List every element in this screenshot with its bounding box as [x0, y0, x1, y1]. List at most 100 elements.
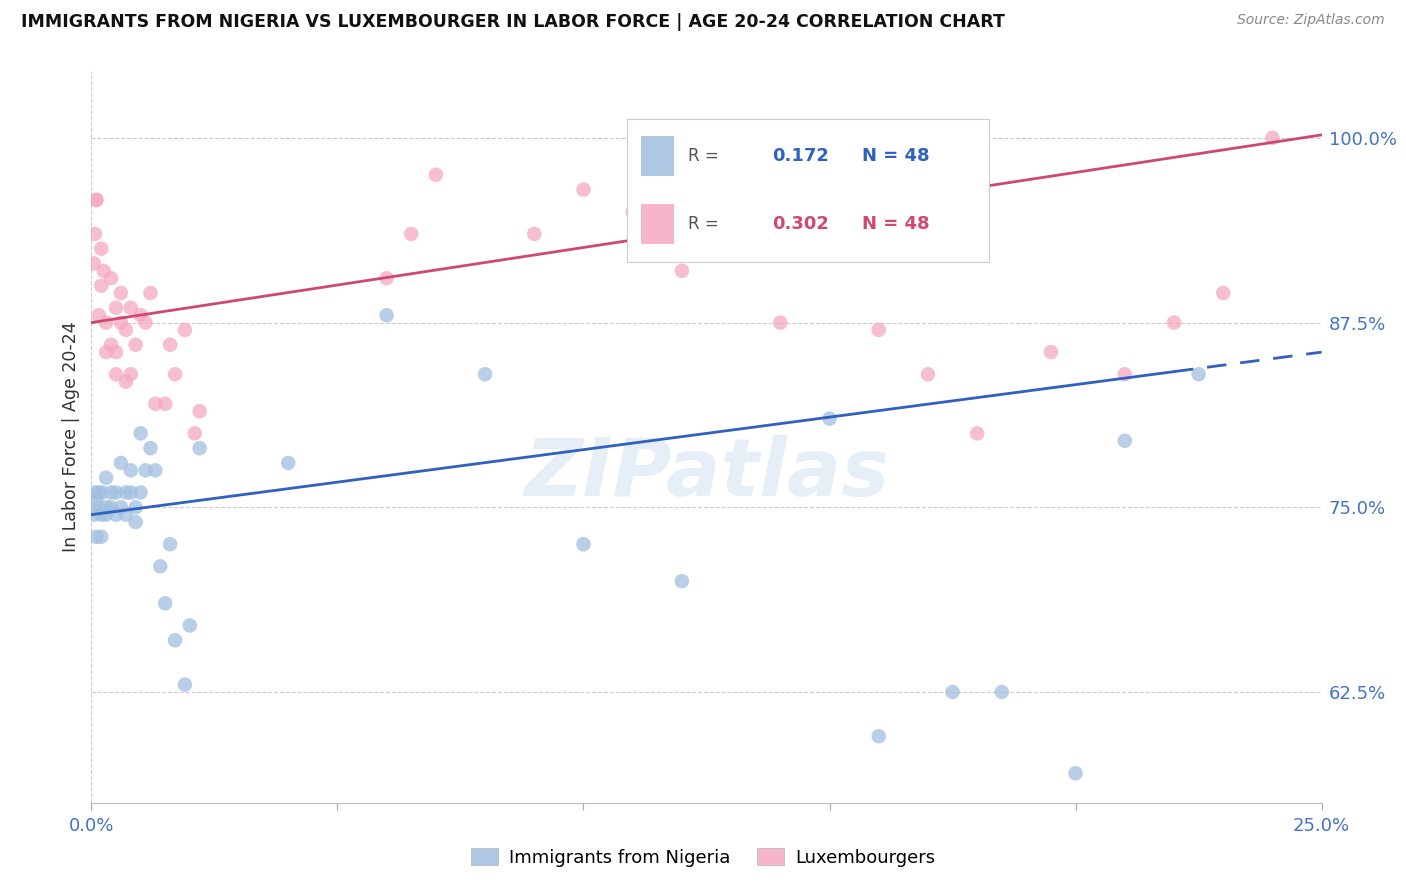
Point — [90, 278, 112, 293]
Point — [163, 633, 186, 648]
Point — [83, 485, 105, 500]
Point — [399, 227, 422, 241]
Point — [114, 508, 138, 522]
Point — [96, 316, 117, 330]
Point — [1064, 766, 1087, 780]
Point — [129, 308, 152, 322]
Point — [114, 323, 138, 337]
Point — [105, 368, 127, 382]
Point — [100, 337, 122, 351]
Text: ZIPatlas: ZIPatlas — [524, 434, 889, 513]
Point — [96, 471, 117, 485]
Point — [277, 456, 299, 470]
Point — [159, 537, 181, 551]
Point — [100, 485, 122, 500]
Point — [86, 193, 108, 207]
Point — [671, 264, 693, 278]
Point — [153, 596, 177, 610]
Point — [83, 227, 105, 241]
Text: IMMIGRANTS FROM NIGERIA VS LUXEMBOURGER IN LABOR FORCE | AGE 20-24 CORRELATION C: IMMIGRANTS FROM NIGERIA VS LUXEMBOURGER … — [21, 13, 1005, 31]
Point — [105, 301, 127, 315]
Point — [87, 500, 110, 515]
Point — [90, 530, 112, 544]
Point — [179, 618, 201, 632]
Point — [135, 463, 156, 477]
Point — [120, 301, 142, 315]
Point — [139, 441, 162, 455]
Point — [129, 485, 152, 500]
Point — [375, 271, 398, 285]
Point — [90, 242, 112, 256]
Point — [523, 227, 546, 241]
Point — [868, 729, 890, 743]
Point — [83, 508, 105, 522]
Point — [188, 441, 211, 455]
Point — [96, 508, 117, 522]
Point — [86, 193, 108, 207]
Point — [110, 285, 132, 300]
Point — [1039, 345, 1063, 359]
Point — [135, 316, 156, 330]
Point — [83, 256, 105, 270]
Point — [188, 404, 211, 418]
Point — [114, 485, 138, 500]
Point — [124, 500, 146, 515]
Point — [120, 368, 142, 382]
Point — [86, 530, 108, 544]
Point — [124, 515, 146, 529]
Point — [100, 500, 122, 515]
Point — [769, 316, 792, 330]
Point — [105, 485, 127, 500]
Point — [941, 685, 963, 699]
Text: Source: ZipAtlas.com: Source: ZipAtlas.com — [1237, 13, 1385, 28]
Point — [1163, 316, 1185, 330]
Y-axis label: In Labor Force | Age 20-24: In Labor Force | Age 20-24 — [62, 322, 80, 552]
Point — [572, 537, 595, 551]
Point — [818, 411, 841, 425]
Point — [966, 426, 988, 441]
Point — [90, 508, 112, 522]
Point — [110, 456, 132, 470]
Point — [572, 183, 595, 197]
Point — [621, 204, 644, 219]
Point — [425, 168, 447, 182]
Point — [375, 308, 398, 322]
Point — [114, 375, 138, 389]
Point — [1114, 368, 1136, 382]
Point — [87, 308, 110, 322]
Point — [671, 574, 693, 589]
Point — [159, 337, 181, 351]
Point — [105, 345, 127, 359]
Point — [474, 368, 496, 382]
Point — [105, 508, 127, 522]
Point — [153, 397, 177, 411]
Point — [120, 485, 142, 500]
Point — [96, 345, 117, 359]
Point — [120, 463, 142, 477]
Point — [1187, 368, 1209, 382]
Point — [1261, 131, 1284, 145]
Point — [110, 500, 132, 515]
Point — [87, 485, 110, 500]
Point — [91, 485, 114, 500]
Point — [1114, 434, 1136, 448]
Point — [174, 677, 197, 691]
Point — [139, 285, 162, 300]
Point — [93, 264, 115, 278]
Point — [149, 559, 172, 574]
Point — [917, 368, 939, 382]
Point — [1212, 285, 1234, 300]
Point — [96, 500, 117, 515]
Point — [129, 426, 152, 441]
Point — [163, 368, 186, 382]
Point — [86, 492, 108, 507]
Point — [124, 337, 146, 351]
Point — [100, 271, 122, 285]
Point — [145, 463, 166, 477]
Point — [174, 323, 197, 337]
Point — [868, 323, 890, 337]
Point — [145, 397, 166, 411]
Point — [110, 316, 132, 330]
Point — [183, 426, 207, 441]
Legend: Immigrants from Nigeria, Luxembourgers: Immigrants from Nigeria, Luxembourgers — [464, 841, 942, 874]
